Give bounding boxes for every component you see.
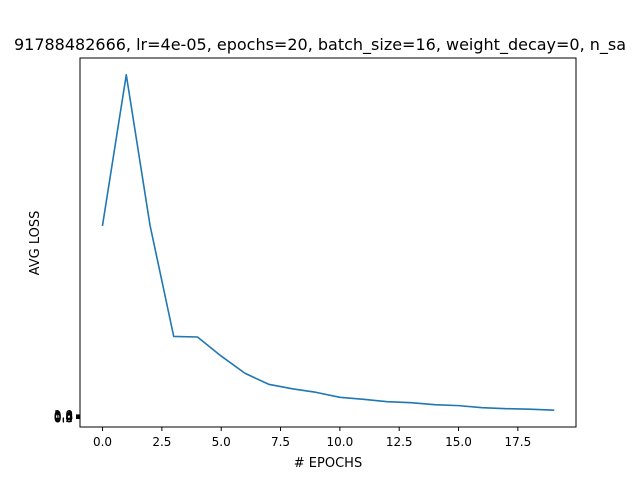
plot-area-frame	[79, 57, 577, 428]
x-tick-label: 5.0	[212, 435, 231, 449]
y-tick-label: 0.4	[54, 410, 73, 424]
x-tick-label: 0.0	[93, 435, 112, 449]
x-tick-label: 10.0	[327, 435, 354, 449]
x-axis: 0.0 2.5 5.0 7.5 10.0 12.5 15.0 17.5	[93, 427, 531, 449]
y-tick-label: 0.0	[54, 412, 73, 426]
series-layer	[101, 74, 555, 412]
x-axis-label: # EPOCHS	[294, 456, 362, 471]
x-tick-label: 7.5	[271, 435, 290, 449]
chart-title: 91788482666, lr=4e-05, epochs=20, batch_…	[14, 35, 626, 55]
y-axis: 0.00.20.40.60.81.0	[54, 408, 80, 426]
x-tick-label: 15.0	[445, 435, 472, 449]
y-tick-label: 1.0	[54, 408, 73, 422]
x-tick-label: 12.5	[386, 435, 413, 449]
x-tick-label: 17.5	[504, 435, 531, 449]
x-tick-label: 2.5	[152, 435, 171, 449]
loss-series-line	[101, 74, 555, 412]
y-axis-label: AVG LOSS	[28, 211, 43, 276]
y-tick-label: 0.2	[54, 411, 73, 425]
y-tick-label: 0.6	[54, 409, 73, 423]
y-tick-label: 0.8	[54, 409, 73, 423]
